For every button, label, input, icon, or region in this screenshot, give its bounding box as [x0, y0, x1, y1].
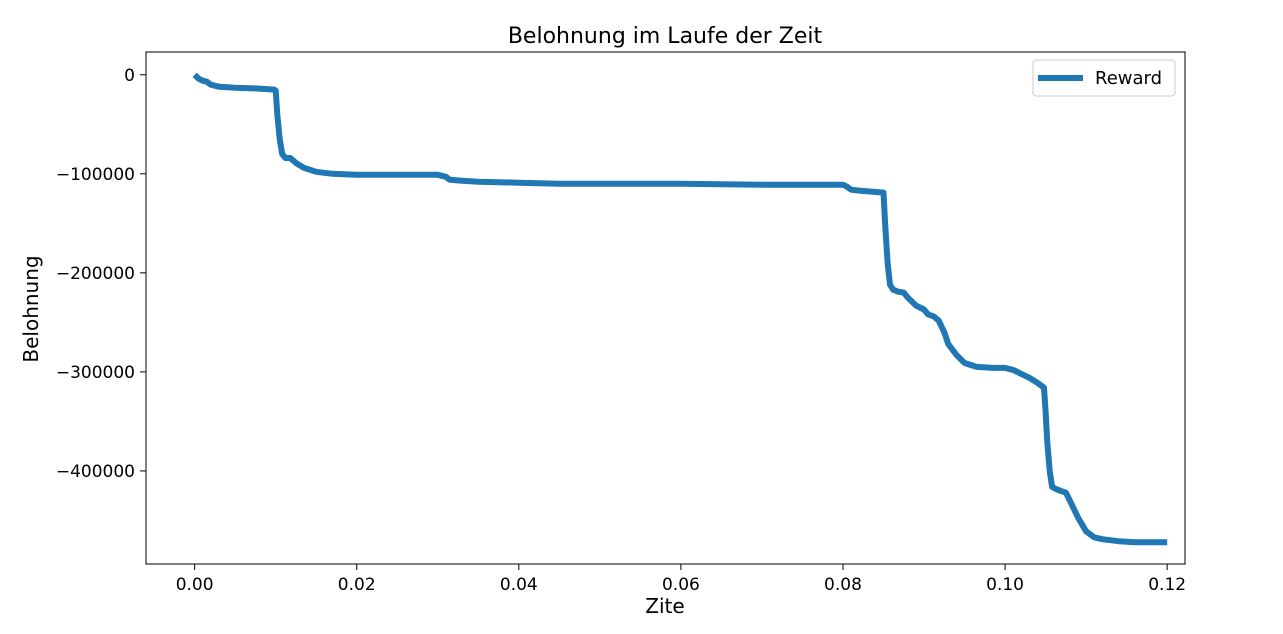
- x-tick-label: 0.04: [500, 575, 538, 595]
- legend: Reward: [1032, 59, 1176, 97]
- x-tick-label: 0.10: [986, 575, 1024, 595]
- y-axis: 0 −100000 −200000 −300000 −400000: [56, 66, 146, 482]
- x-tick-label: 0.12: [1148, 575, 1186, 595]
- y-tick-label: −200000: [56, 264, 135, 284]
- legend-box: [1032, 59, 1176, 97]
- x-tick-label: 0.08: [824, 575, 862, 595]
- x-tick-label: 0.06: [662, 575, 700, 595]
- y-tick-label: 0: [124, 66, 135, 86]
- y-tick-label: −400000: [56, 462, 135, 482]
- chart-title: Belohnung im Laufe der Zeit: [508, 24, 823, 49]
- series-line-reward: [192, 72, 1168, 546]
- series-layer: [192, 72, 1168, 546]
- y-axis-label: Belohnung: [19, 255, 43, 362]
- y-tick-label: −300000: [56, 363, 135, 383]
- legend-label-reward: Reward: [1095, 68, 1162, 89]
- x-axis: 0.00 0.02 0.04 0.06 0.08 0.10 0.12: [176, 564, 1186, 595]
- x-tick-label: 0.00: [176, 575, 214, 595]
- y-tick-label: −100000: [56, 165, 135, 185]
- plot-area: [145, 51, 1186, 565]
- x-axis-label: Zite: [645, 594, 684, 618]
- x-tick-label: 0.02: [338, 575, 376, 595]
